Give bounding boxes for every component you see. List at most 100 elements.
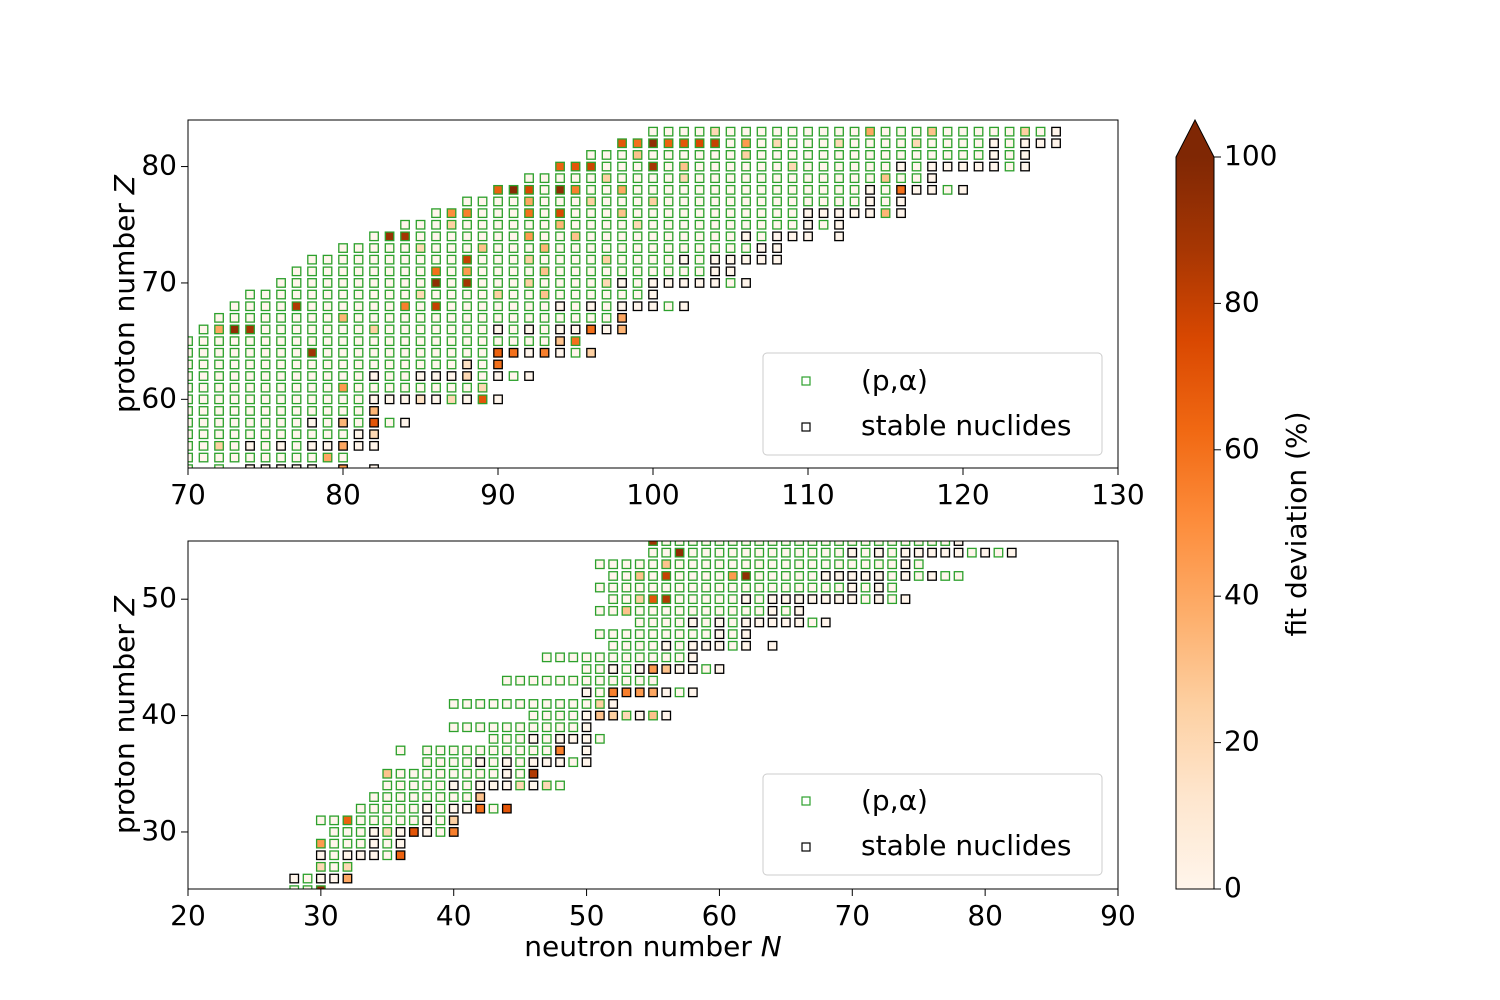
p-alpha-marker bbox=[369, 359, 379, 370]
stable-nuclide-marker bbox=[462, 803, 472, 814]
stable-nuclide-marker bbox=[927, 161, 937, 172]
p-alpha-marker bbox=[570, 173, 581, 184]
stable-nuclide-marker bbox=[608, 710, 619, 721]
p-alpha-marker bbox=[634, 675, 645, 686]
p-alpha-marker bbox=[621, 629, 632, 640]
p-alpha-marker bbox=[369, 301, 379, 312]
stable-nuclide-marker bbox=[648, 301, 658, 312]
p-alpha-marker bbox=[541, 722, 552, 733]
p-alpha-marker bbox=[772, 161, 782, 172]
stable-nuclide-marker bbox=[369, 827, 379, 837]
p-alpha-marker bbox=[594, 675, 605, 686]
p-alpha-marker bbox=[508, 243, 519, 253]
p-alpha-marker bbox=[555, 289, 565, 300]
p-alpha-marker bbox=[958, 126, 968, 137]
p-alpha-marker bbox=[198, 417, 209, 428]
p-alpha-marker bbox=[586, 289, 596, 300]
p-alpha-marker bbox=[276, 406, 286, 416]
p-alpha-marker bbox=[568, 699, 579, 709]
p-alpha-marker bbox=[570, 161, 581, 172]
p-alpha-marker bbox=[849, 196, 860, 207]
p-alpha-marker bbox=[245, 347, 255, 358]
p-alpha-marker bbox=[741, 559, 751, 570]
p-alpha-marker bbox=[621, 605, 632, 616]
p-alpha-marker bbox=[679, 208, 689, 219]
p-alpha-marker bbox=[608, 629, 619, 640]
stable-nuclide-marker bbox=[508, 347, 519, 358]
stable-nuclide-marker bbox=[942, 161, 953, 172]
p-alpha-marker bbox=[408, 803, 419, 814]
p-alpha-marker bbox=[307, 406, 317, 416]
stable-nuclide-marker bbox=[581, 687, 592, 698]
p-alpha-marker bbox=[787, 150, 798, 160]
p-alpha-marker bbox=[780, 582, 791, 593]
stable-nuclide-marker bbox=[674, 664, 685, 674]
stable-nuclide-marker bbox=[338, 440, 348, 451]
stable-nuclide-marker bbox=[772, 254, 782, 265]
stable-nuclide-marker bbox=[714, 640, 725, 651]
p-alpha-marker bbox=[741, 138, 751, 149]
p-alpha-marker bbox=[382, 815, 393, 826]
p-alpha-marker bbox=[661, 582, 672, 593]
p-alpha-marker bbox=[508, 278, 519, 288]
stable-nuclide-marker bbox=[315, 850, 326, 861]
p-alpha-marker bbox=[338, 382, 348, 393]
stable-nuclide-marker bbox=[493, 371, 503, 381]
stable-nuclide-marker bbox=[1020, 161, 1030, 172]
p-alpha-marker bbox=[674, 605, 685, 616]
p-alpha-marker bbox=[1004, 138, 1015, 149]
p-alpha-marker bbox=[539, 266, 550, 277]
p-alpha-marker bbox=[993, 547, 1004, 558]
p-alpha-marker bbox=[555, 208, 565, 219]
p-alpha-marker bbox=[488, 803, 499, 814]
p-alpha-marker bbox=[229, 347, 240, 358]
p-alpha-marker bbox=[229, 324, 240, 335]
p-alpha-marker bbox=[608, 605, 619, 616]
p-alpha-marker bbox=[431, 359, 441, 370]
p-alpha-marker bbox=[446, 312, 457, 323]
stable-nuclide-marker bbox=[687, 617, 698, 628]
p-alpha-marker bbox=[601, 243, 612, 253]
stable-nuclide-marker bbox=[524, 347, 534, 358]
p-alpha-marker bbox=[601, 150, 612, 160]
p-alpha-marker bbox=[524, 266, 534, 277]
p-alpha-marker bbox=[661, 617, 672, 628]
p-alpha-marker bbox=[617, 208, 627, 219]
p-alpha-marker bbox=[880, 150, 891, 160]
p-alpha-marker bbox=[834, 150, 844, 160]
colorbar-gradient bbox=[1176, 157, 1214, 889]
p-alpha-marker bbox=[648, 605, 658, 616]
p-alpha-marker bbox=[674, 594, 685, 605]
p-alpha-marker bbox=[663, 126, 674, 137]
stable-nuclide-marker bbox=[448, 780, 459, 791]
p-alpha-marker bbox=[400, 324, 410, 335]
p-alpha-marker bbox=[725, 150, 736, 160]
stable-nuclide-marker bbox=[524, 371, 534, 381]
stable-nuclide-marker bbox=[586, 324, 596, 335]
p-alpha-marker bbox=[601, 208, 612, 219]
p-alpha-marker bbox=[679, 173, 689, 184]
bottom-legend-palpha-label: (p,α) bbox=[861, 784, 928, 817]
p-alpha-marker bbox=[291, 417, 302, 428]
p-alpha-marker bbox=[338, 394, 348, 405]
p-alpha-marker bbox=[608, 571, 619, 581]
p-alpha-marker bbox=[694, 126, 705, 137]
colorbar-extend-max-arrow bbox=[1176, 120, 1214, 157]
p-alpha-marker bbox=[515, 733, 526, 744]
p-alpha-marker bbox=[508, 336, 519, 347]
p-alpha-marker bbox=[415, 336, 426, 347]
p-alpha-marker bbox=[780, 571, 791, 581]
p-alpha-marker bbox=[515, 699, 526, 709]
p-alpha-marker bbox=[555, 675, 565, 686]
p-alpha-marker bbox=[621, 559, 632, 570]
stable-nuclide-marker bbox=[501, 803, 512, 814]
stable-nuclide-marker bbox=[741, 617, 751, 628]
stable-nuclide-marker bbox=[834, 231, 844, 242]
p-alpha-marker bbox=[260, 289, 271, 300]
p-alpha-marker bbox=[1004, 150, 1015, 160]
p-alpha-marker bbox=[415, 347, 426, 358]
p-alpha-marker bbox=[353, 266, 364, 277]
p-alpha-marker bbox=[276, 429, 286, 440]
p-alpha-marker bbox=[322, 394, 333, 405]
p-alpha-marker bbox=[382, 768, 393, 779]
